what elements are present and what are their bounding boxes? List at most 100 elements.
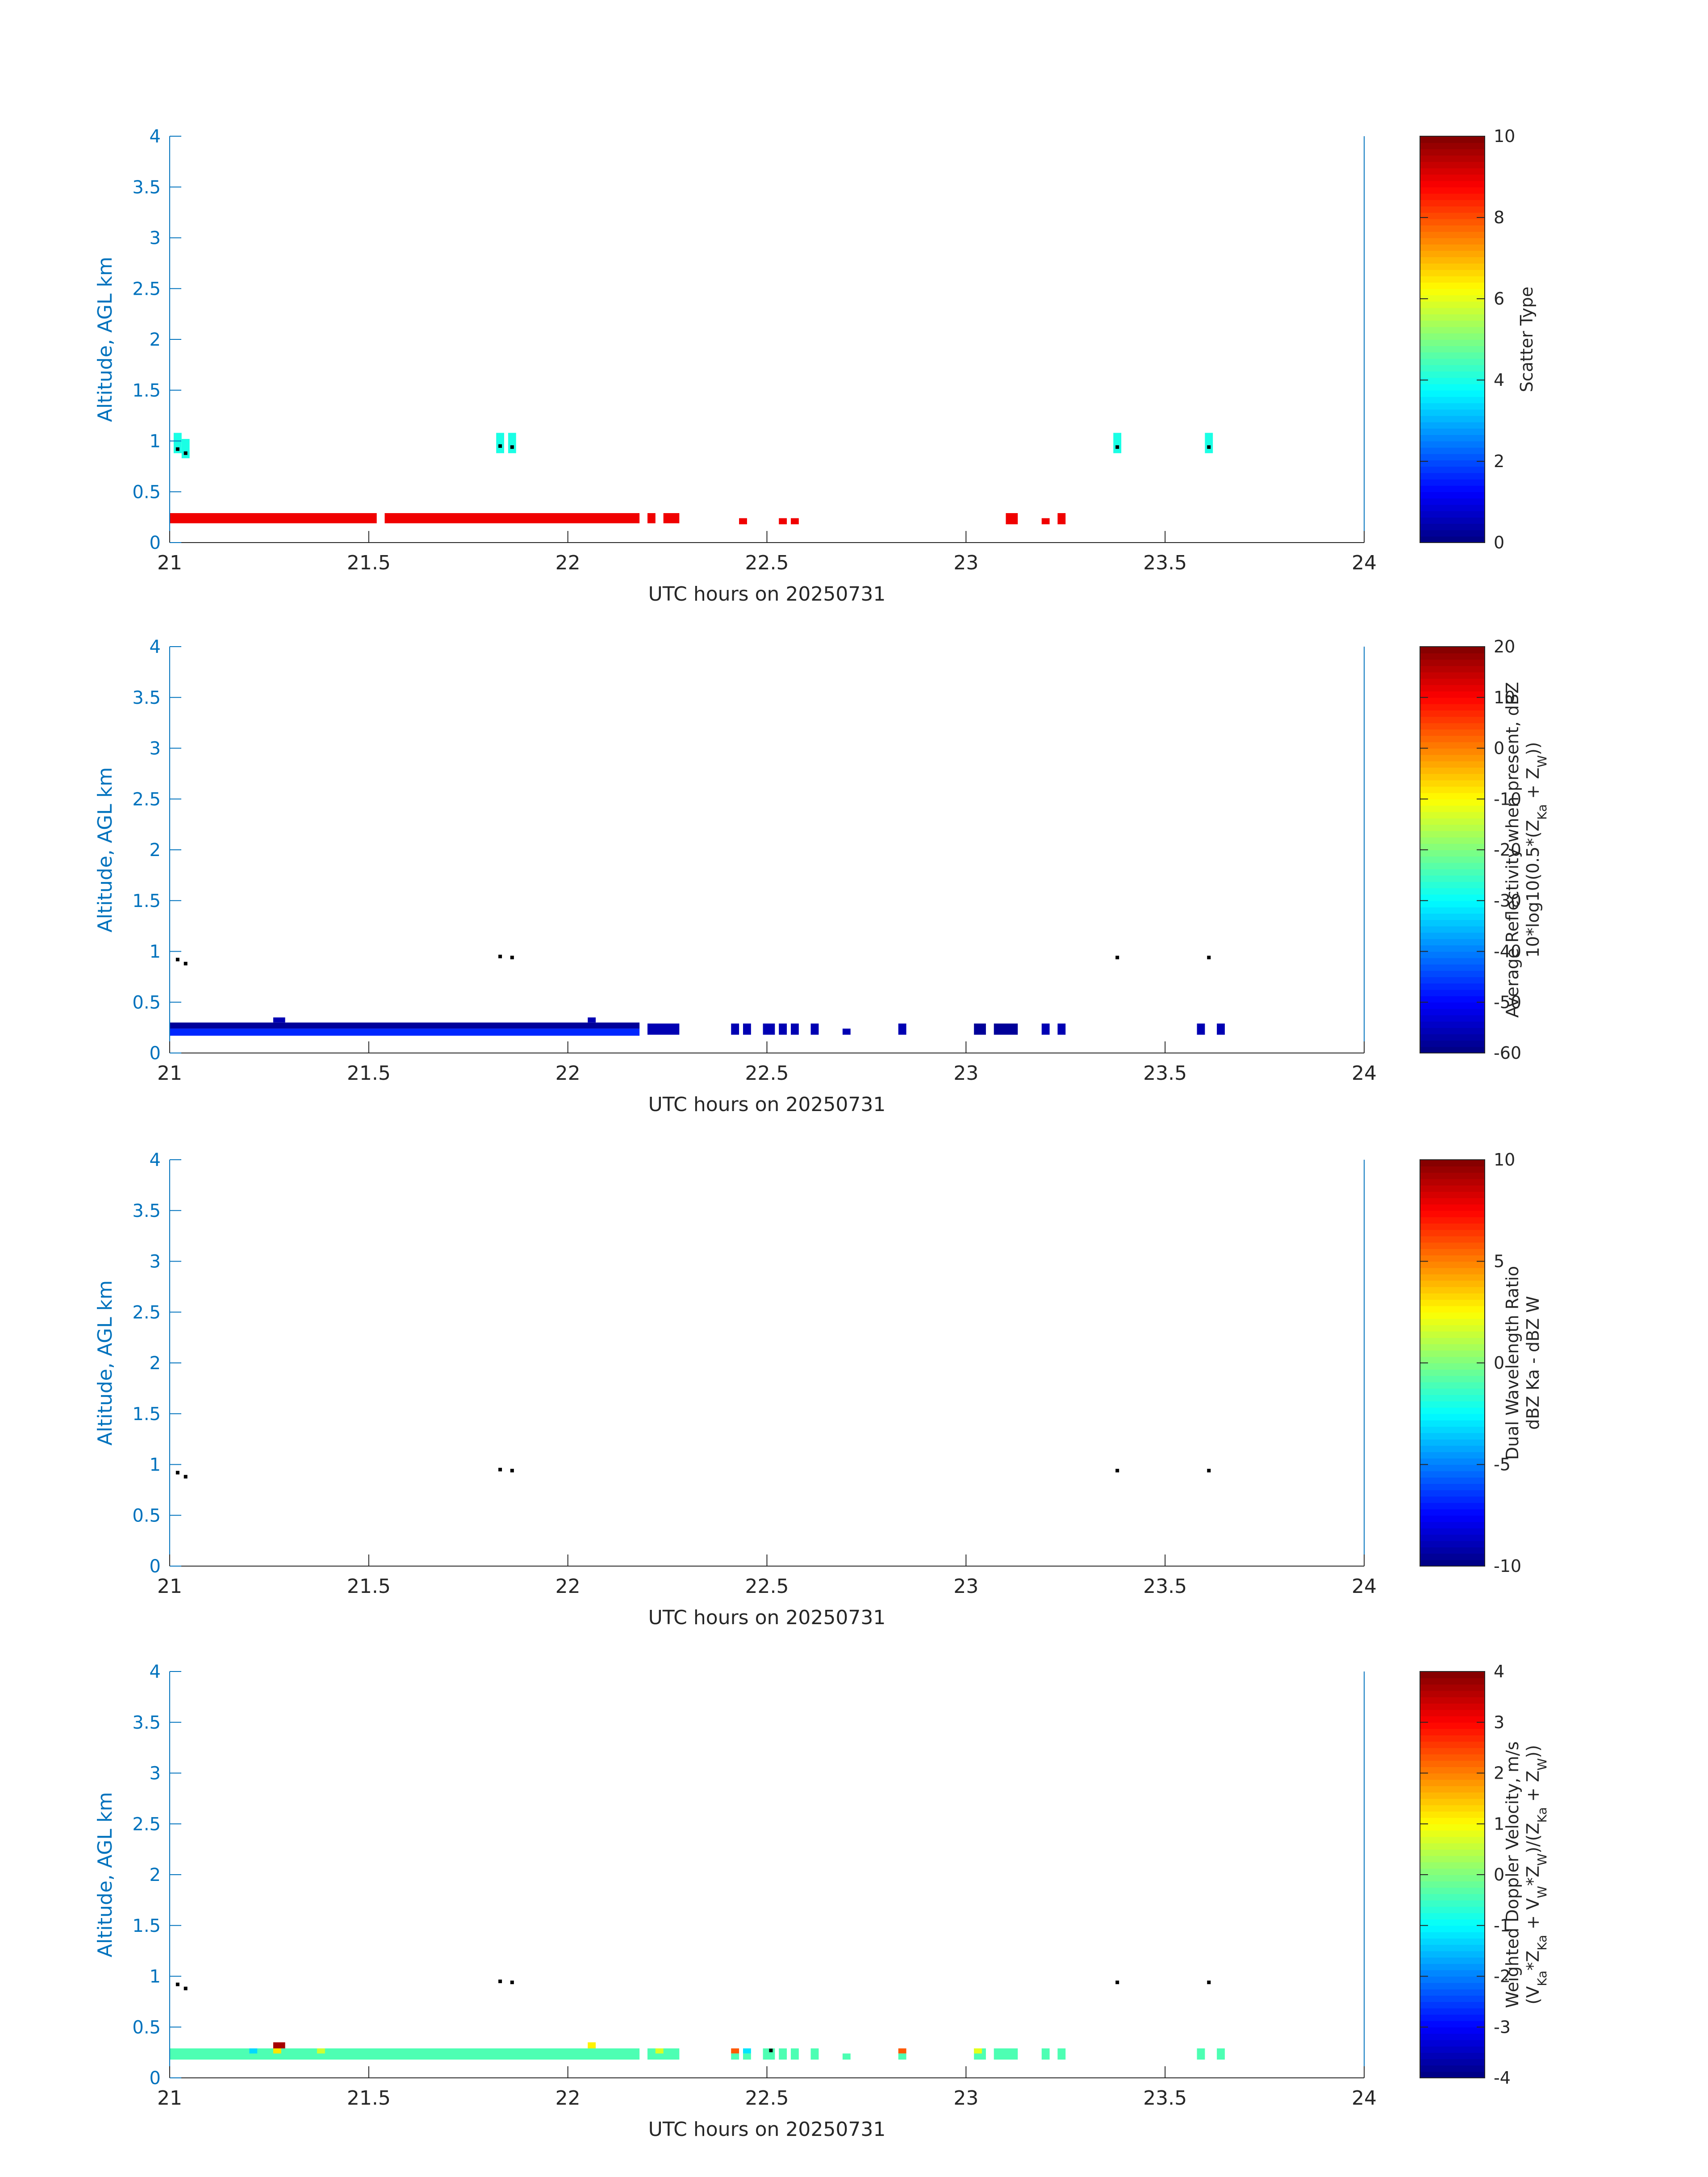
colorbar-band <box>1420 1375 1485 1383</box>
marker-dot <box>769 2048 773 2052</box>
colorbar-band <box>1420 352 1485 359</box>
marker-dot <box>510 956 514 960</box>
marker-dot <box>510 1981 514 1985</box>
colorbar-tick-label: -30 <box>1494 891 1521 911</box>
colorbar-band <box>1420 786 1485 793</box>
colorbar-band <box>1420 780 1485 787</box>
colorbar-band <box>1420 1767 1485 1774</box>
colorbar-tick-label: -3 <box>1494 2017 1511 2037</box>
data-cell <box>647 1024 680 1035</box>
data-cell <box>898 2048 906 2054</box>
colorbar-band <box>1420 2052 1485 2060</box>
colorbar-band <box>1420 1216 1485 1224</box>
colorbar-band <box>1420 919 1485 927</box>
colorbar-band <box>1420 1015 1485 1022</box>
colorbar-band <box>1420 320 1485 327</box>
colorbar-band <box>1420 1684 1485 1691</box>
colorbar-band <box>1420 504 1485 511</box>
colorbar-band <box>1420 485 1485 493</box>
x-axis-label: UTC hours on 20250731 <box>648 1606 886 1629</box>
colorbar-band <box>1420 1008 1485 1015</box>
colorbar-band <box>1420 1040 1485 1047</box>
colorbar-frame <box>1420 136 1485 543</box>
colorbar-band <box>1420 415 1485 422</box>
colorbar-band <box>1420 1204 1485 1211</box>
colorbar-band <box>1420 748 1485 755</box>
colorbar-band <box>1420 1722 1485 1729</box>
colorbar-band <box>1420 1420 1485 1427</box>
x-tick-label: 23 <box>953 1575 978 1598</box>
marker-dot <box>498 1467 502 1471</box>
colorbar-band <box>1420 1274 1485 1281</box>
colorbar-band <box>1420 1521 1485 1529</box>
marker-dot <box>1207 1469 1211 1473</box>
data-cell <box>763 1024 775 1035</box>
marker-dot <box>510 445 514 449</box>
colorbar-band <box>1420 1855 1485 1863</box>
colorbar-label: 10*log10(0.5*(ZKa + ZW)) <box>1523 742 1549 957</box>
x-axis-label: UTC hours on 20250731 <box>648 1093 886 1116</box>
data-cell <box>1217 1024 1225 1035</box>
x-tick-label: 23 <box>953 1062 978 1085</box>
colorbar-band <box>1420 1350 1485 1357</box>
colorbar-band <box>1420 685 1485 692</box>
colorbar: 0 2 4 6 8 10 Scatter Type <box>1420 126 1537 552</box>
y-tick-label: 3.5 <box>132 1201 161 1221</box>
data-cell <box>496 433 504 453</box>
colorbar-label: Weighted Doppler Velocity, m/s <box>1503 1741 1522 2008</box>
colorbar-band <box>1420 1325 1485 1332</box>
colorbar-band <box>1420 1369 1485 1376</box>
y-tick-label: 1.5 <box>132 1916 161 1936</box>
colorbar-band <box>1420 1893 1485 1901</box>
colorbar-label: dBZ Ka - dBZ W <box>1523 1296 1543 1430</box>
y-tick-label: 2.5 <box>132 1814 161 1834</box>
colorbar-band <box>1420 1464 1485 1471</box>
x-tick-label: 21.5 <box>347 2087 391 2110</box>
colorbar-band <box>1420 1728 1485 1735</box>
colorbar-band <box>1420 1919 1485 1926</box>
data-cell <box>588 1017 596 1023</box>
colorbar-tick-label: 8 <box>1494 208 1504 227</box>
colorbar-band <box>1420 492 1485 499</box>
data-cell <box>181 439 190 459</box>
data-cell <box>994 2048 1018 2060</box>
colorbar-band <box>1420 1306 1485 1313</box>
colorbar-band <box>1420 1754 1485 1761</box>
data-cell <box>779 518 787 525</box>
colorbar-band <box>1420 441 1485 448</box>
colorbar-band <box>1420 1906 1485 1914</box>
data-cell <box>743 2053 751 2060</box>
colorbar-band <box>1420 1337 1485 1345</box>
colorbar-band <box>1420 939 1485 946</box>
colorbar: -10 -5 0 5 10 Dual Wavelength Ratio dBZ Ka - d… <box>1420 1150 1543 1576</box>
colorbar-band <box>1420 1989 1485 1996</box>
colorbar-band <box>1420 1995 1485 2002</box>
colorbar-band <box>1420 653 1485 660</box>
colorbar-band <box>1420 1236 1485 1243</box>
marker-dot <box>184 961 188 965</box>
colorbar-band <box>1420 288 1485 296</box>
colorbar-band <box>1420 1160 1485 1167</box>
colorbar-band <box>1420 2065 1485 2072</box>
colorbar-band <box>1420 945 1485 952</box>
colorbar-band <box>1420 1547 1485 1554</box>
data-cell <box>647 513 656 523</box>
data-cell <box>273 1017 285 1023</box>
colorbar-band <box>1420 276 1485 283</box>
colorbar-band <box>1420 409 1485 416</box>
colorbar-band <box>1420 754 1485 761</box>
colorbar-tick-label: 5 <box>1494 1252 1504 1271</box>
colorbar-band <box>1420 435 1485 442</box>
data-cell <box>810 1024 819 1035</box>
colorbar-band <box>1420 1798 1485 1805</box>
colorbar-band <box>1420 263 1485 270</box>
colorbar-band <box>1420 206 1485 213</box>
colorbar-band <box>1420 957 1485 965</box>
colorbar-band <box>1420 250 1485 257</box>
y-axis-label: Altitude, AGL km <box>94 257 117 422</box>
y-tick-label: 3 <box>150 1763 161 1784</box>
data-cell <box>384 513 640 523</box>
y-tick-label: 4 <box>150 1150 161 1170</box>
colorbar-band <box>1420 326 1485 334</box>
x-tick-label: 24 <box>1352 2087 1377 2110</box>
